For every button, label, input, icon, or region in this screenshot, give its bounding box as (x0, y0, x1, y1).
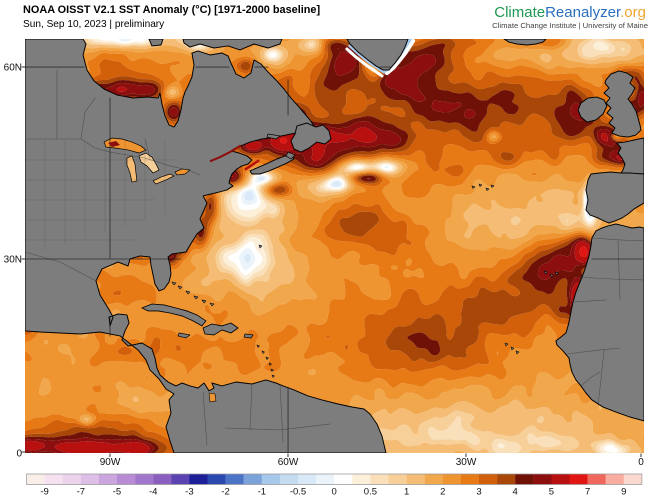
svg-text:4: 4 (513, 487, 518, 498)
svg-text:2: 2 (440, 487, 445, 498)
svg-text:3: 3 (476, 487, 481, 498)
svg-text:-2: -2 (221, 487, 229, 498)
svg-text:0: 0 (332, 487, 337, 498)
svg-text:30N: 30N (4, 255, 22, 266)
svg-text:30W: 30W (456, 457, 477, 468)
svg-text:-7: -7 (77, 487, 85, 498)
svg-text:1: 1 (404, 487, 409, 498)
svg-text:-5: -5 (113, 487, 121, 498)
svg-text:60W: 60W (278, 457, 299, 468)
svg-text:0.5: 0.5 (364, 487, 377, 498)
svg-text:-9: -9 (40, 487, 48, 498)
svg-text:-3: -3 (185, 487, 193, 498)
svg-text:60N: 60N (4, 63, 22, 74)
svg-text:9: 9 (621, 487, 626, 498)
svg-text:0: 0 (638, 457, 644, 468)
svg-text:90W: 90W (100, 457, 121, 468)
svg-text:-0.5: -0.5 (290, 487, 306, 498)
svg-text:7: 7 (585, 487, 590, 498)
svg-text:-4: -4 (149, 487, 157, 498)
svg-text:5: 5 (549, 487, 554, 498)
svg-text:0: 0 (16, 449, 22, 460)
svg-text:-1: -1 (258, 487, 266, 498)
